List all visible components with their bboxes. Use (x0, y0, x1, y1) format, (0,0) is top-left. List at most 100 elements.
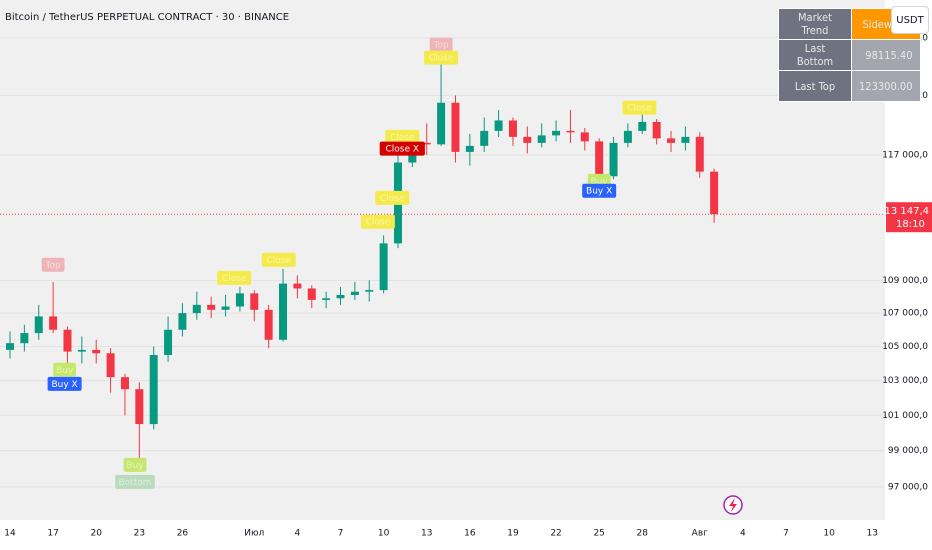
x-tick-label: 13 (421, 529, 432, 539)
y-tick-label: 103 000,0 (882, 376, 928, 386)
y-tick-label: 99 000,0 (888, 446, 928, 456)
candle-body (250, 293, 259, 310)
candle-body (322, 298, 331, 300)
signal-label: Close X (386, 145, 420, 155)
x-tick-label: 23 (134, 529, 145, 539)
candle-body (365, 290, 374, 292)
candle-body (6, 343, 14, 350)
candle-body (681, 136, 690, 143)
signal-box (41, 257, 65, 272)
candle-body (537, 135, 546, 143)
alert-bolt (729, 498, 737, 512)
y-tick-label: 107 000,0 (882, 309, 928, 319)
chart-title: Bitcoin / TetherUS PERPETUAL CONTRACT · … (5, 12, 289, 23)
candle-body (494, 120, 503, 131)
x-tick-label: 19 (507, 529, 519, 539)
signal-box (360, 214, 395, 229)
candle-body (552, 130, 561, 136)
candle-body (350, 291, 359, 296)
countdown-label: 18:10 (896, 219, 925, 230)
signal-box (47, 376, 82, 391)
x-tick-label: 22 (550, 529, 561, 539)
candle-body (149, 354, 158, 425)
signal-label: Buy (591, 177, 609, 187)
candle-body (49, 316, 58, 330)
signal-label: Close (366, 218, 391, 228)
x-tick-label: 17 (47, 529, 58, 539)
candle-body (523, 136, 532, 143)
x-tick-label: 7 (783, 529, 789, 539)
candle-body (480, 130, 489, 146)
candle-body (595, 141, 604, 177)
signal-box (261, 252, 296, 267)
last-price-label: 113 147,4 (878, 206, 929, 217)
candle-body (307, 288, 316, 300)
candle-body (34, 316, 43, 334)
currency-button[interactable]: USDT (891, 6, 929, 34)
signal-label: Close (266, 256, 291, 266)
candle-body (710, 171, 719, 215)
signal-box (53, 362, 77, 377)
signal-box (622, 100, 657, 115)
candle-body (164, 329, 173, 355)
candle-body (20, 333, 29, 344)
x-tick-label: 28 (637, 529, 649, 539)
candle-body (422, 142, 431, 145)
candle-body (667, 138, 676, 143)
table-key: Market Trend (778, 8, 852, 40)
candle-body (77, 349, 86, 352)
table-row: Last Bottom 98115.40 (778, 39, 921, 71)
x-tick-label: 7 (338, 529, 344, 539)
signal-box (123, 457, 147, 472)
x-tick-label: 26 (177, 529, 189, 539)
candle-body (178, 313, 187, 330)
signal-box (379, 141, 425, 156)
signal-label: Buy X (51, 380, 77, 390)
candle-body (638, 121, 647, 131)
candle-body (508, 120, 517, 137)
candle-body (437, 102, 446, 145)
candle-body (92, 349, 101, 354)
candle-body (293, 283, 302, 289)
candle-body (120, 377, 129, 390)
signal-label: Close (429, 54, 454, 64)
signal-label: Top (433, 41, 449, 51)
x-tick-label: Авг (692, 529, 708, 539)
x-tick-label: Июл (244, 529, 264, 539)
table-value: 98115.40 (851, 39, 921, 71)
candle-body (63, 329, 72, 352)
candle-body (695, 136, 704, 172)
x-tick-label: 14 (4, 529, 16, 539)
signal-box (385, 129, 420, 144)
signal-label: Buy (56, 366, 74, 376)
x-tick-label: 13 (866, 529, 877, 539)
y-tick-label: 101 000,0 (882, 411, 928, 421)
candle-body (580, 132, 589, 142)
time-axis-bg (0, 520, 885, 550)
candle-body (465, 145, 474, 152)
signal-box (217, 270, 252, 285)
table-value: 123300.00 (851, 70, 921, 102)
table-key: Last Bottom (778, 39, 852, 71)
signal-label: Close (380, 194, 405, 204)
signal-box (375, 190, 410, 205)
table-key: Last Top (778, 70, 852, 102)
signal-box (429, 37, 453, 52)
candle-body (623, 130, 632, 143)
last-price-box (886, 202, 932, 233)
candle-body (652, 121, 661, 139)
x-tick-label: 4 (740, 529, 746, 539)
x-tick-label: 16 (464, 529, 476, 539)
x-tick-label: 10 (823, 529, 835, 539)
x-tick-label: 20 (90, 529, 102, 539)
signal-label: Buy X (586, 187, 612, 197)
candle-body (207, 304, 216, 310)
y-tick-label: 117 000,0 (882, 150, 928, 160)
candle-body (106, 353, 115, 378)
candle-body (235, 293, 244, 307)
candle-body (451, 102, 460, 152)
signal-label: Close (627, 104, 652, 114)
y-tick-label: 105 000,0 (882, 342, 928, 352)
table-row: Last Top 123300.00 (778, 70, 921, 102)
